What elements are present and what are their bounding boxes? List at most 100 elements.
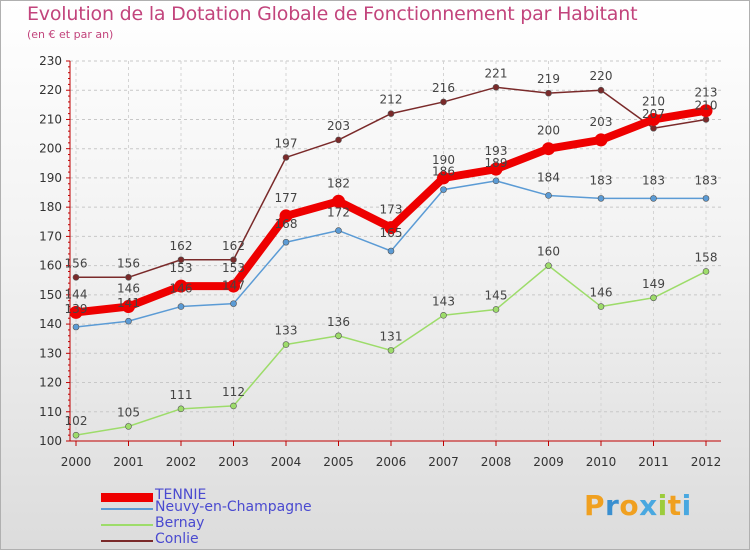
x-tick-label: 2006 <box>376 455 407 469</box>
data-label: 190 <box>432 153 455 167</box>
x-tick-label: 2011 <box>638 455 669 469</box>
data-point <box>545 262 552 269</box>
data-label: 145 <box>485 288 508 302</box>
data-label: 153 <box>222 261 245 275</box>
data-point <box>230 300 237 307</box>
data-label: 158 <box>695 250 718 264</box>
data-label: 156 <box>117 256 140 270</box>
data-label: 219 <box>537 72 560 86</box>
data-point <box>650 124 657 132</box>
brand-logo: Proxiti <box>584 489 692 522</box>
y-tick-label: 190 <box>39 171 62 185</box>
data-label: 165 <box>380 226 403 240</box>
data-label: 173 <box>380 203 403 217</box>
data-label: 220 <box>590 69 613 83</box>
y-tick-label: 220 <box>39 83 62 97</box>
data-label: 193 <box>485 144 508 158</box>
data-point <box>702 268 710 275</box>
y-tick-label: 160 <box>39 259 62 273</box>
x-tick-label: 2009 <box>533 455 564 469</box>
brand-letter: o <box>619 489 640 522</box>
data-point <box>542 142 555 156</box>
legend-label: Conlie <box>155 531 199 547</box>
x-tick-label: 2001 <box>113 455 144 469</box>
data-point <box>122 300 135 314</box>
data-point <box>230 402 237 410</box>
legend-swatch <box>101 540 153 542</box>
data-point <box>227 279 240 293</box>
data-point <box>545 192 552 199</box>
y-tick-label: 200 <box>39 142 62 156</box>
legend-label: Bernay <box>155 515 205 531</box>
data-label: 207 <box>642 107 665 121</box>
data-label: 183 <box>642 173 665 187</box>
legend-swatch <box>101 508 153 510</box>
data-label: 147 <box>222 279 245 293</box>
data-point <box>594 133 608 147</box>
data-label: 221 <box>485 66 508 80</box>
series-conlie <box>72 84 710 281</box>
data-point <box>387 110 395 117</box>
data-label: 172 <box>327 206 350 220</box>
brand-letter: t <box>667 489 682 522</box>
x-tick-label: 2010 <box>586 455 617 469</box>
data-point <box>650 294 657 302</box>
data-label: 102 <box>65 414 88 428</box>
y-tick-label: 110 <box>39 405 62 419</box>
data-label: 149 <box>642 277 665 291</box>
y-tick-label: 180 <box>39 200 62 214</box>
data-point <box>492 306 500 313</box>
data-label: 177 <box>275 191 298 205</box>
data-point <box>230 256 237 264</box>
x-tick-label: 2004 <box>271 455 302 469</box>
y-tick-label: 140 <box>39 317 62 331</box>
data-label: 184 <box>537 170 560 184</box>
data-point <box>335 227 342 234</box>
data-point <box>282 238 290 246</box>
data-point <box>125 274 132 281</box>
legend-swatch <box>101 524 153 526</box>
data-label: 210 <box>695 98 718 112</box>
data-point <box>387 247 395 255</box>
data-point <box>279 209 293 223</box>
data-point <box>69 305 83 319</box>
data-point <box>72 323 80 331</box>
data-label: 203 <box>327 119 350 133</box>
data-label: 131 <box>380 329 403 343</box>
data-label: 153 <box>170 261 193 275</box>
data-label: 111 <box>170 388 193 402</box>
y-tick-label: 170 <box>39 229 62 243</box>
data-label: 146 <box>590 286 613 300</box>
data-label: 133 <box>275 324 298 338</box>
data-label: 144 <box>65 287 88 301</box>
data-label: 213 <box>695 86 718 100</box>
data-label: 183 <box>695 173 718 187</box>
data-label: 112 <box>222 385 245 399</box>
data-point <box>332 194 345 208</box>
data-label: 146 <box>117 282 140 296</box>
brand-letter: i <box>657 489 668 522</box>
legend-label: TENNIE <box>155 487 207 503</box>
data-label: 160 <box>537 245 560 259</box>
data-point <box>647 112 660 126</box>
series-tennie <box>69 104 713 319</box>
x-tick-label: 2005 <box>323 455 354 469</box>
data-point <box>702 195 710 202</box>
data-point <box>72 431 80 439</box>
data-point <box>597 195 605 202</box>
data-label: 156 <box>65 256 88 270</box>
data-point <box>597 86 605 94</box>
x-tick-label: 2008 <box>481 455 512 469</box>
data-point <box>282 154 290 161</box>
chart-title: Evolution de la Dotation Globale de Fonc… <box>27 3 638 25</box>
x-tick-label: 2000 <box>61 455 92 469</box>
brand-letter: r <box>605 489 620 522</box>
data-label: 168 <box>275 217 298 231</box>
data-point <box>545 89 552 97</box>
brand-letter: i <box>681 489 692 522</box>
data-label: 186 <box>432 165 455 179</box>
chart-subtitle: (en € et par an) <box>27 28 114 41</box>
data-label: 141 <box>117 296 140 310</box>
data-point <box>125 317 132 325</box>
